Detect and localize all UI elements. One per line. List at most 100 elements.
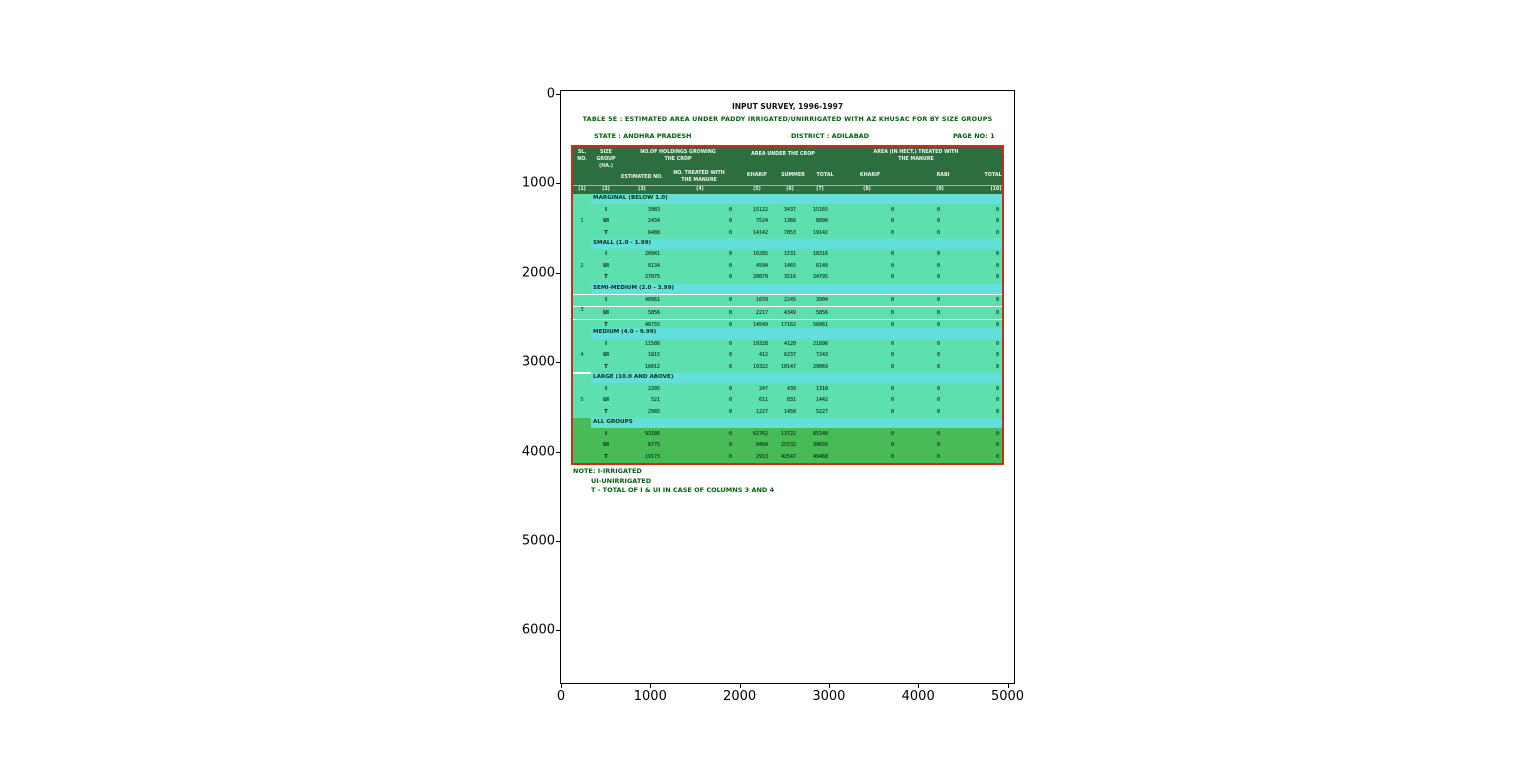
table-cell: 0 [890,363,894,370]
table-cell: 27075 [644,274,660,281]
document-title: INPUT SURVEY, 1996-1997 [731,102,844,111]
irrigation-type-label: UI [603,309,609,316]
table-cell: 93186 [644,430,660,437]
table-row: I 40961 0 1659 2245 3904 0 0 0 [573,293,1002,307]
size-group-band: MEDIUM (4.0 - 9.99) [591,328,1002,339]
table-cell: 0 [728,251,732,258]
table-cell: 0 [995,397,999,404]
table-cell: 2217 [755,309,768,316]
table-cell: 17162 [780,322,796,329]
table-row: UI 1815 0 412 6237 7243 0 0 0 [573,350,1002,362]
table-cell: 2245 [783,297,796,304]
plot-axes: 0 1000 2000 3000 4000 5000 6000 0 1000 2000 3000 4… [522,87,1024,705]
table-cell: 1659 [755,297,768,304]
table-row: T 6488 0 14142 7853 19142 0 0 0 [573,227,1002,239]
column-number: (5) [753,187,761,192]
table-cell: 0 [728,352,732,359]
table-cell: 19173 [644,453,660,460]
table-row: UI 521 0 611 831 1442 0 0 0 [573,395,1002,407]
table-cell: 0 [936,322,940,329]
table-cell: 0 [995,322,999,329]
table-cell: 0 [995,218,999,225]
table-cell: 3983 [647,206,660,213]
table-cell: 5227 [815,408,828,415]
table-cell: 0 [728,340,732,347]
table-row: I 20941 0 16285 1531 18316 0 0 0 [573,249,1002,261]
section-rows: I 11586 0 19328 4120 21896 0 0 0 UI 1815 0 412 6237 72… [573,339,1002,374]
x-tick-label: 0 [556,689,566,704]
section-rows: I 3983 0 15122 3437 15165 0 0 0 UI 2434 0 7524 1366 88… [573,204,1002,239]
table-cell: 3516 [783,274,796,281]
column-number: (3) [638,187,646,192]
irrigation-type-label: T [604,274,608,281]
table-row: I 93186 0 62762 13722 85140 0 0 0 [573,428,1002,440]
column-number: (9) [936,187,944,192]
x-tick-mark [650,684,652,688]
y-tick-label: 0 [546,86,555,102]
size-group-section: ALL GROUPS I 93186 0 62762 13722 85140 0 0 0 UI 877… [573,417,1002,463]
y-tick-label: 3000 [521,354,555,370]
table-cell: 0 [890,442,894,449]
table-cell: 0 [890,218,894,225]
table-cell: 24795 [812,274,828,281]
size-group-section: MEDIUM (4.0 - 9.99) 4 I 11586 0 19328 4120 2189… [573,328,1002,374]
table-cell: 0 [995,274,999,281]
table-cell: 0 [890,352,894,359]
table-cell: 42547 [780,453,796,460]
table-cell: 0 [936,262,940,269]
irrigation-type-label: UI [603,442,609,449]
serial-number: 3 [580,307,584,314]
header-estimated-no: ESTIMATED NO. [621,175,663,180]
table-cell: 0 [728,309,732,316]
irrigation-type-label: T [604,363,608,370]
table-row: T 16012 0 19322 10147 29069 0 0 0 [573,362,1002,374]
table-cell: 0 [890,430,894,437]
table-cell: 10147 [780,363,796,370]
size-group-label: SEMI-MEDIUM (2.0 - 3.99) [593,284,675,291]
table-cell: 39655 [812,442,828,449]
table-cell: 20941 [644,251,660,258]
irrigation-type-label: I [605,385,607,392]
table-cell: 0 [995,206,999,213]
irrigation-type-label: UI [603,352,609,359]
table-cell: 0 [728,297,732,304]
table-cell: 0 [890,397,894,404]
table-cell: 0 [728,453,732,460]
size-group-label: MARGINAL (BELOW 1.0) [593,195,668,201]
table-cell: 0 [890,408,894,415]
x-tick-mark [918,684,920,688]
table-header: SL. NO. SIZE GROUP (HA.) NO.OF HOLDINGS … [573,147,1002,194]
district-label: DISTRICT : ADILABAD [791,132,870,140]
x-tick-mark [561,684,562,688]
table-cell: 15165 [812,206,828,213]
table-cell: 2985 [647,408,660,415]
table-cell: 0 [995,262,999,269]
table-cell: 9494 [755,442,768,449]
irrigation-type-label: I [605,251,607,258]
table-row: UI 2434 0 7524 1366 8890 0 0 0 [573,216,1002,228]
y-tick-label: 1000 [521,175,555,191]
table-cell: 3437 [783,206,796,213]
table-cell: 247 [758,385,768,392]
season-subheader: KHARIF [859,173,881,178]
table-cell: 49468 [812,453,828,460]
x-tick-mark [739,684,741,688]
size-group-band: SMALL (1.0 - 1.99) [591,238,1002,250]
table-cell: 1442 [815,397,828,404]
table-cell: 0 [890,262,894,269]
table-cell: 7853 [783,229,796,236]
state-label: STATE : ANDHRA PRADESH [594,132,692,140]
table-cell: 0 [728,408,732,415]
season-subheader: KHARIF [746,173,768,178]
section-rows: I 2205 0 247 439 1310 0 0 0 UI 521 0 611 831 1442 0 0 0 T 2… [573,383,1002,418]
table-row: UI 8775 0 9494 25532 39655 0 0 0 [573,440,1002,452]
y-tick-label: 4000 [521,444,555,460]
table-cell: 0 [890,274,894,281]
table-cell: 0 [890,453,894,460]
footnote-line: NOTE: I-IRRIGATED [573,467,642,475]
size-group-label: MEDIUM (4.0 - 9.99) [593,329,657,336]
table-cell: 0 [936,408,940,415]
table-cell: 0 [995,352,999,359]
table-row: T 27075 0 20879 3516 24795 0 0 0 [573,272,1002,284]
irrigation-type-label: UI [603,262,609,269]
